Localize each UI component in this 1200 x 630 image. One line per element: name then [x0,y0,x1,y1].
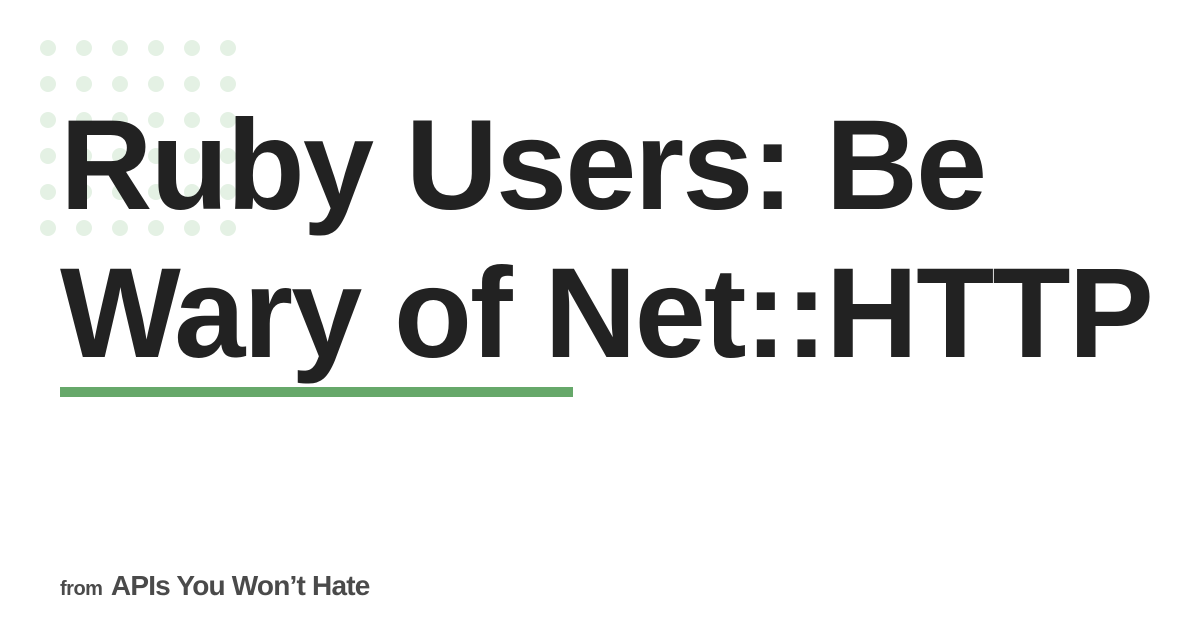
dot [184,184,200,200]
dot [112,40,128,56]
dot [148,184,164,200]
dot [76,76,92,92]
dot [148,40,164,56]
dot [40,148,56,164]
dot [148,76,164,92]
dot [220,220,236,236]
dot [76,40,92,56]
dot [112,112,128,128]
dot [40,220,56,236]
dot [184,148,200,164]
dot [112,184,128,200]
dot [220,184,236,200]
site-name: APIs You Won’t Hate [110,570,370,601]
dot [220,76,236,92]
dot [148,220,164,236]
dot [112,148,128,164]
article-title: Ruby Users: Be Wary of Net::HTTP [60,92,1160,388]
dot [220,112,236,128]
dot [76,148,92,164]
decorative-dot-grid [40,40,240,240]
dot [40,112,56,128]
dot [184,40,200,56]
dot [40,76,56,92]
dot [220,40,236,56]
dot [184,220,200,236]
dot [40,40,56,56]
dot [220,148,236,164]
accent-underline [60,387,573,397]
dot [76,220,92,236]
dot [112,76,128,92]
dot [76,184,92,200]
dot [184,76,200,92]
dot [148,112,164,128]
dot [112,220,128,236]
title-line-1: Ruby Users: Be [60,94,987,237]
dot [148,148,164,164]
title-line-2: Wary of Net::HTTP [60,242,1154,385]
attribution-prefix: from [60,578,103,600]
dot [76,112,92,128]
dot [184,112,200,128]
dot [40,184,56,200]
site-attribution: from APIs You Won’t Hate [60,570,370,602]
